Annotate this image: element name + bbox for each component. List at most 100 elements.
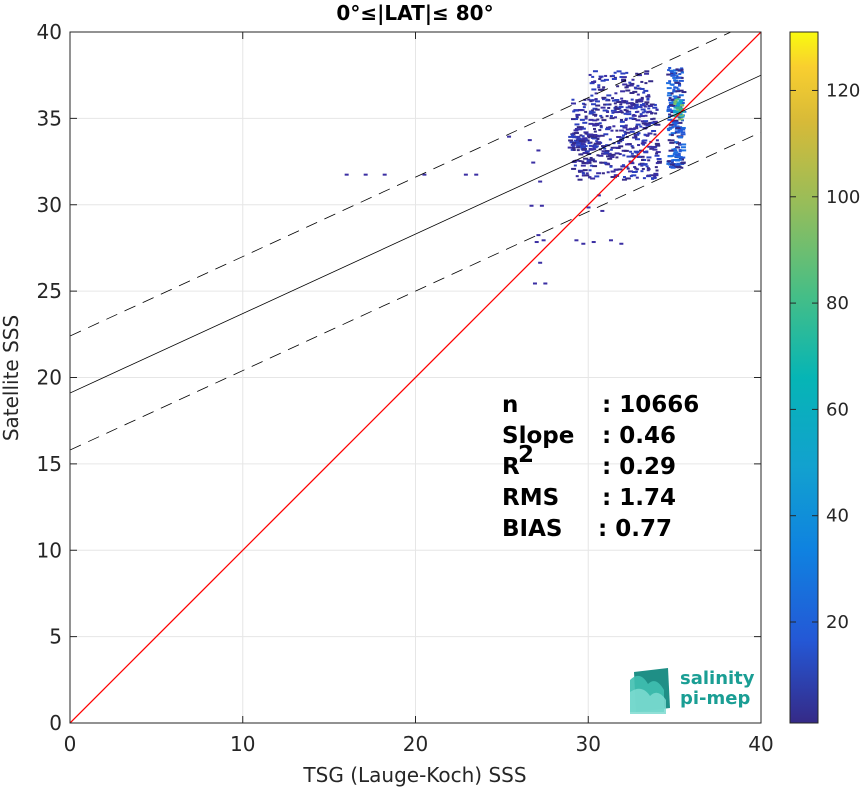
data-point <box>679 99 685 102</box>
data-point <box>647 104 653 107</box>
data-point <box>592 146 596 149</box>
x-axis-label: TSG (Lauge-Koch) SSS <box>302 763 526 787</box>
data-point <box>643 89 649 92</box>
data-point <box>678 150 682 153</box>
x-tick-label: 40 <box>748 732 773 756</box>
data-point <box>675 90 681 93</box>
data-point <box>647 159 651 162</box>
data-point <box>673 163 679 166</box>
data-point <box>593 142 597 145</box>
data-point <box>614 116 618 119</box>
data-point <box>667 115 671 118</box>
data-point <box>645 103 649 106</box>
stat-label: R <box>502 454 520 480</box>
data-point <box>669 163 675 166</box>
data-point <box>629 92 635 95</box>
data-point <box>600 209 605 212</box>
data-point <box>593 130 597 133</box>
data-point <box>538 180 543 183</box>
data-point <box>620 97 624 100</box>
data-point <box>591 75 595 78</box>
data-point <box>574 127 578 130</box>
data-point <box>666 94 672 97</box>
data-point <box>588 144 592 147</box>
data-point <box>628 110 632 113</box>
data-point <box>600 79 606 82</box>
data-point <box>666 108 672 111</box>
data-point <box>588 122 594 125</box>
data-point <box>680 68 684 71</box>
data-point <box>680 71 684 74</box>
data-point <box>581 144 585 147</box>
data-point <box>655 152 659 155</box>
data-point <box>543 282 548 285</box>
data-point <box>636 93 640 96</box>
data-point <box>644 72 650 75</box>
data-point <box>580 145 586 148</box>
data-point <box>592 165 598 168</box>
data-point <box>675 96 681 99</box>
data-point <box>680 67 684 70</box>
data-point <box>575 118 579 121</box>
stats-box: n: 10666 Slope: 0.46 R2: 0.29 RMS: 1.74 BIAS… <box>502 392 699 542</box>
data-point <box>609 155 615 158</box>
data-point <box>585 162 589 165</box>
data-point <box>592 119 598 122</box>
data-point <box>589 134 595 137</box>
data-point <box>591 88 597 91</box>
data-point <box>590 94 594 97</box>
data-point <box>673 123 677 126</box>
data-point <box>626 113 632 116</box>
y-tick-label: 5 <box>49 625 62 649</box>
data-point <box>669 69 675 72</box>
data-point <box>675 127 681 130</box>
data-point <box>628 128 634 131</box>
data-point <box>572 147 576 150</box>
x-tick-label: 10 <box>230 732 255 756</box>
data-point <box>620 125 626 128</box>
data-point <box>600 106 606 109</box>
data-point <box>618 145 624 148</box>
data-point <box>570 102 576 105</box>
y-axis-label: Satellite SSS <box>0 315 23 441</box>
data-point <box>675 159 681 162</box>
data-point <box>678 118 684 121</box>
data-point <box>680 131 686 134</box>
data-point <box>600 161 606 164</box>
data-point <box>650 118 654 121</box>
data-point <box>670 159 674 162</box>
data-point <box>629 162 635 165</box>
data-point <box>647 132 653 135</box>
data-point <box>625 109 629 112</box>
data-point <box>672 153 678 156</box>
data-point <box>650 112 654 115</box>
colorbar-ticks: 20 40 60 80 100 120 <box>790 80 860 633</box>
data-point <box>625 106 631 109</box>
data-point <box>611 111 615 114</box>
data-point <box>630 145 634 148</box>
data-point <box>635 99 641 102</box>
data-point <box>608 138 612 141</box>
data-point <box>666 82 672 85</box>
data-point <box>541 239 546 242</box>
data-point <box>639 104 645 107</box>
data-point <box>655 169 659 172</box>
data-point <box>614 105 618 108</box>
data-point <box>572 110 576 113</box>
data-point <box>613 71 617 74</box>
data-point <box>593 80 597 83</box>
data-point <box>604 151 610 154</box>
regression-line <box>70 74 761 394</box>
data-point <box>679 143 683 146</box>
data-point <box>592 134 598 137</box>
axis-ticks: 0 10 20 30 40 0 5 10 15 20 25 30 35 40 <box>37 20 774 756</box>
data-point <box>677 129 683 132</box>
data-point <box>637 144 641 147</box>
data-point <box>644 70 650 73</box>
data-point <box>592 113 598 116</box>
data-point <box>576 144 582 147</box>
data-point <box>588 158 594 161</box>
data-point <box>613 174 619 177</box>
data-point <box>609 117 615 120</box>
